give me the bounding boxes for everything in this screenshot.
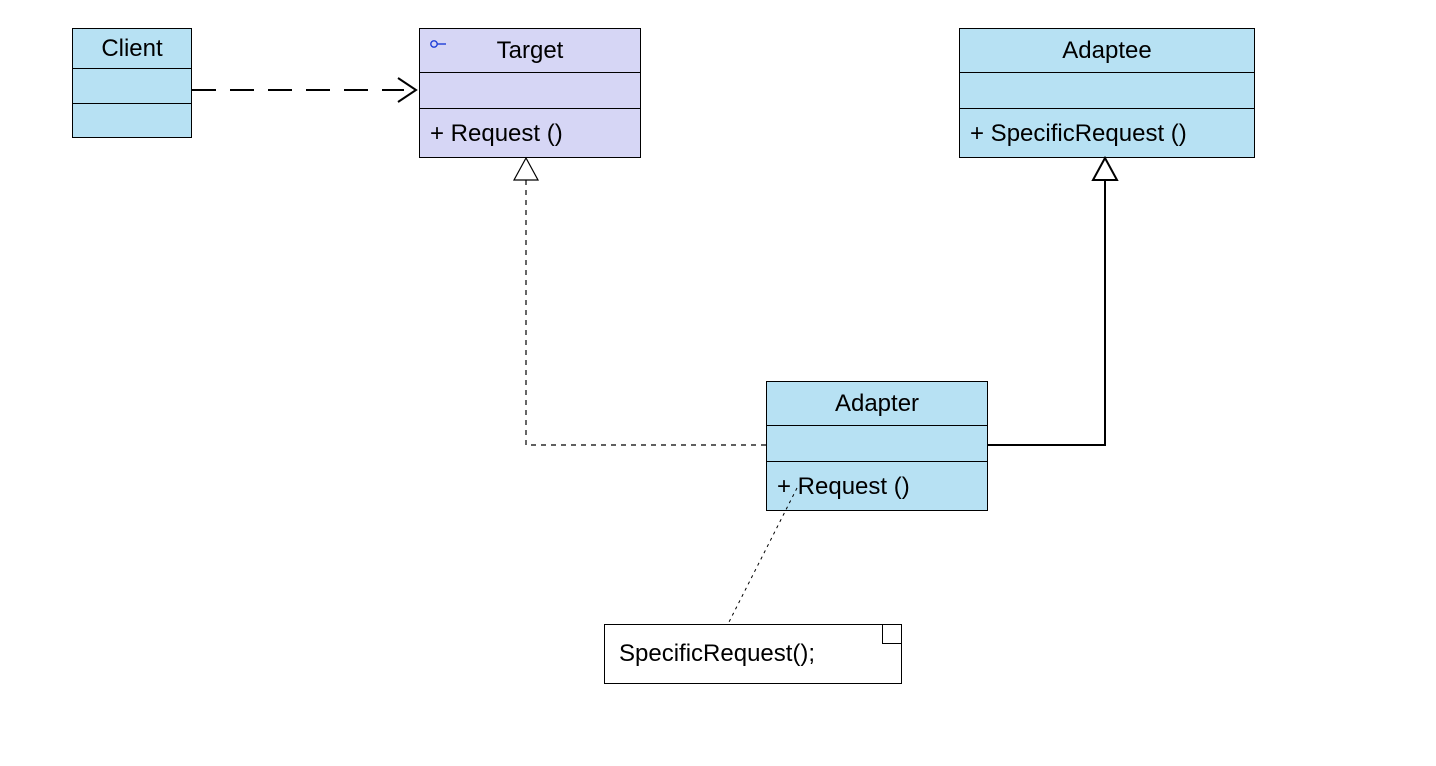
class-client-attributes (73, 69, 191, 104)
class-client-title: Client (73, 29, 191, 69)
class-client-methods (73, 104, 191, 139)
note-text: SpecificRequest(); (619, 640, 815, 668)
edge-client-to-target (192, 78, 416, 102)
note-fold-icon (882, 625, 901, 644)
class-adaptee-title: Adaptee (960, 29, 1254, 73)
class-adaptee: Adaptee + SpecificRequest () (959, 28, 1255, 158)
edge-adapter-to-target (514, 158, 766, 445)
class-adaptee-method: + SpecificRequest () (960, 109, 1254, 159)
class-adapter-method: + Request () (767, 462, 987, 512)
class-adapter-title: Adapter (767, 382, 987, 426)
note-specific-request: SpecificRequest(); (604, 624, 902, 684)
class-target: Target + Request () (419, 28, 641, 158)
edge-adapter-to-adaptee (988, 158, 1117, 445)
class-target-attributes (420, 73, 640, 109)
class-adapter-attributes (767, 426, 987, 462)
class-target-method: + Request () (420, 109, 640, 159)
interface-icon (430, 37, 448, 51)
class-adaptee-attributes (960, 73, 1254, 109)
class-adapter: Adapter + Request () (766, 381, 988, 511)
class-target-title: Target (420, 29, 640, 73)
class-client: Client (72, 28, 192, 138)
